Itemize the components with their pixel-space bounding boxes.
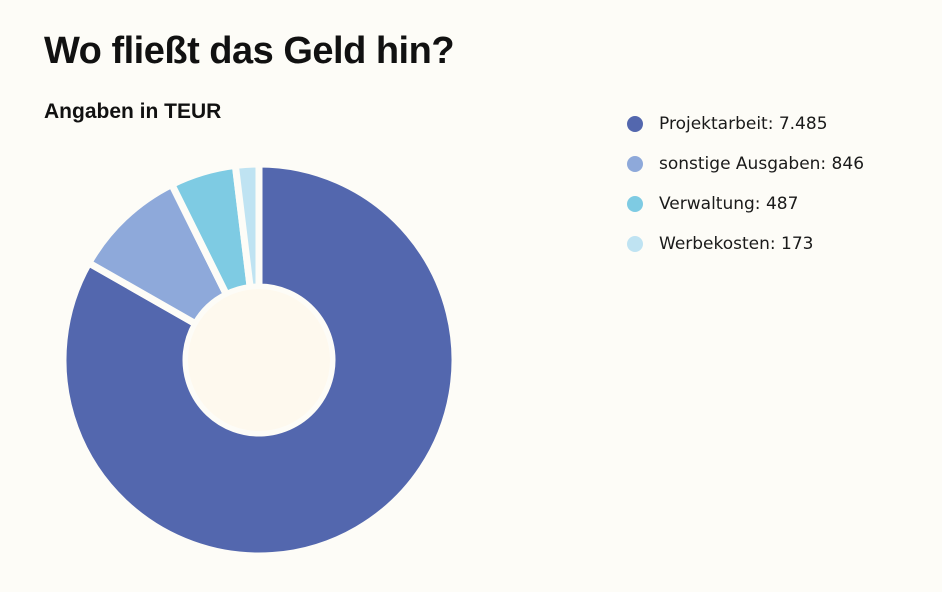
legend-item[interactable]: Projektarbeit: 7.485 [627,104,864,144]
chart-subtitle: Angaben in TEUR [44,100,222,123]
legend-swatch [627,116,643,132]
legend-item[interactable]: Werbekosten: 173 [627,224,864,264]
legend-item[interactable]: sonstige Ausgaben: 846 [627,144,864,184]
chart-title: Wo fließt das Geld hin? [44,30,455,72]
donut-chart [59,160,459,560]
chart-legend: Projektarbeit: 7.485 sonstige Ausgaben: 8… [627,104,864,264]
legend-label: sonstige Ausgaben: 846 [659,154,865,174]
slice-werbekosten[interactable] [231,160,263,292]
legend-label: Verwaltung: 487 [659,194,799,214]
donut-hole [188,289,330,431]
legend-label: Werbekosten: 173 [659,234,814,254]
legend-swatch [627,196,643,212]
legend-swatch [627,156,643,172]
legend-item[interactable]: Verwaltung: 487 [627,184,864,224]
legend-swatch [627,236,643,252]
slice-projektarbeit[interactable] [59,160,459,560]
legend-label: Projektarbeit: 7.485 [659,114,828,134]
